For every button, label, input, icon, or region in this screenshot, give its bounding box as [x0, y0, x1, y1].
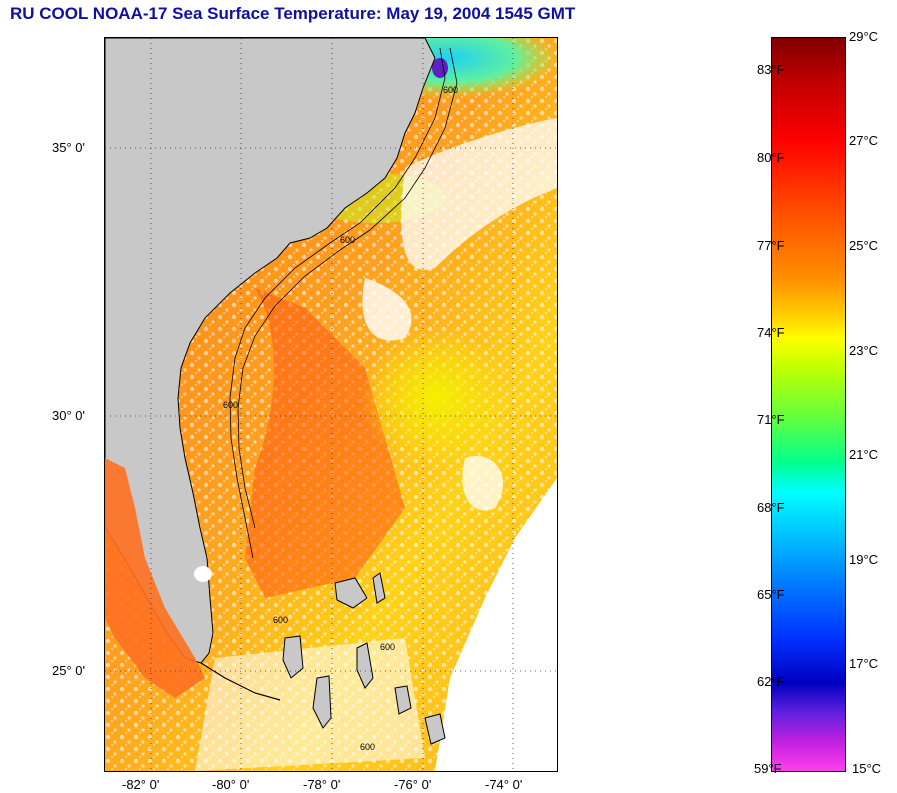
- isobath-shelf: [237, 47, 458, 529]
- bahamas-islands: [282, 572, 446, 745]
- cb-label-c: 19°C: [849, 552, 879, 567]
- cb-label-f: 80°F: [757, 150, 785, 165]
- lon-label-74: -74° 0': [485, 777, 523, 792]
- cloud-region-east: [435, 478, 557, 771]
- cloud-region-north: [401, 118, 557, 270]
- lon-label-76: -76° 0': [394, 777, 432, 792]
- cb-label-c: 21°C: [849, 447, 879, 462]
- cb-label-c: 29°C: [849, 29, 879, 44]
- cb-label-c: 23°C: [849, 343, 879, 358]
- lon-label-82: -82° 0': [122, 777, 160, 792]
- isobath-label: 600: [340, 235, 355, 245]
- cb-label-f: 68°F: [757, 500, 785, 515]
- isobath-label: 600: [360, 742, 375, 752]
- cb-label-f: 74°F: [757, 325, 785, 340]
- florida-keys: [200, 662, 281, 701]
- isobath-label: 600: [223, 400, 238, 410]
- cloud-patch-2: [462, 456, 504, 511]
- cb-label-f: 59°F: [754, 761, 782, 776]
- map-title: RU COOL NOAA-17 Sea Surface Temperature:…: [10, 4, 576, 23]
- cb-label-c: 25°C: [849, 238, 879, 253]
- cb-label-c: 15°C: [852, 761, 882, 776]
- isobath-label: 600: [273, 615, 288, 625]
- cb-label-f: 77°F: [757, 238, 785, 253]
- graticule: [105, 38, 557, 771]
- lake-okeechobee: [194, 566, 212, 582]
- cb-label-f: 83°F: [757, 62, 785, 77]
- isobath-label: 600: [443, 85, 458, 95]
- lat-label-25: 25° 0': [52, 663, 85, 678]
- cb-label-f: 62°F: [757, 674, 785, 689]
- lon-label-78: -78° 0': [303, 777, 341, 792]
- sst-map: 600 600 600 600 600 600: [104, 37, 558, 772]
- coldest-pixel-patch: [432, 58, 448, 78]
- cb-label-c: 27°C: [849, 133, 879, 148]
- lat-label-35: 35° 0': [52, 140, 85, 155]
- cb-label-f: 65°F: [757, 587, 785, 602]
- gulf-stream-warm-band: [245, 288, 405, 598]
- isobath-label: 600: [380, 642, 395, 652]
- cool-offshore-patch: [360, 328, 510, 468]
- cb-label-c: 17°C: [849, 656, 879, 671]
- gulf-of-mexico-water: [105, 458, 205, 698]
- cb-label-f: 71°F: [757, 412, 785, 427]
- sst-map-canvas: 600 600 600 600 600 600: [105, 38, 557, 771]
- temperature-colorbar: [771, 37, 846, 772]
- lat-label-30: 30° 0': [52, 408, 85, 423]
- cloud-patch-1: [362, 278, 412, 341]
- cloud-region-south: [195, 638, 425, 771]
- lon-label-80: -80° 0': [212, 777, 250, 792]
- isobath-600m: [229, 47, 446, 559]
